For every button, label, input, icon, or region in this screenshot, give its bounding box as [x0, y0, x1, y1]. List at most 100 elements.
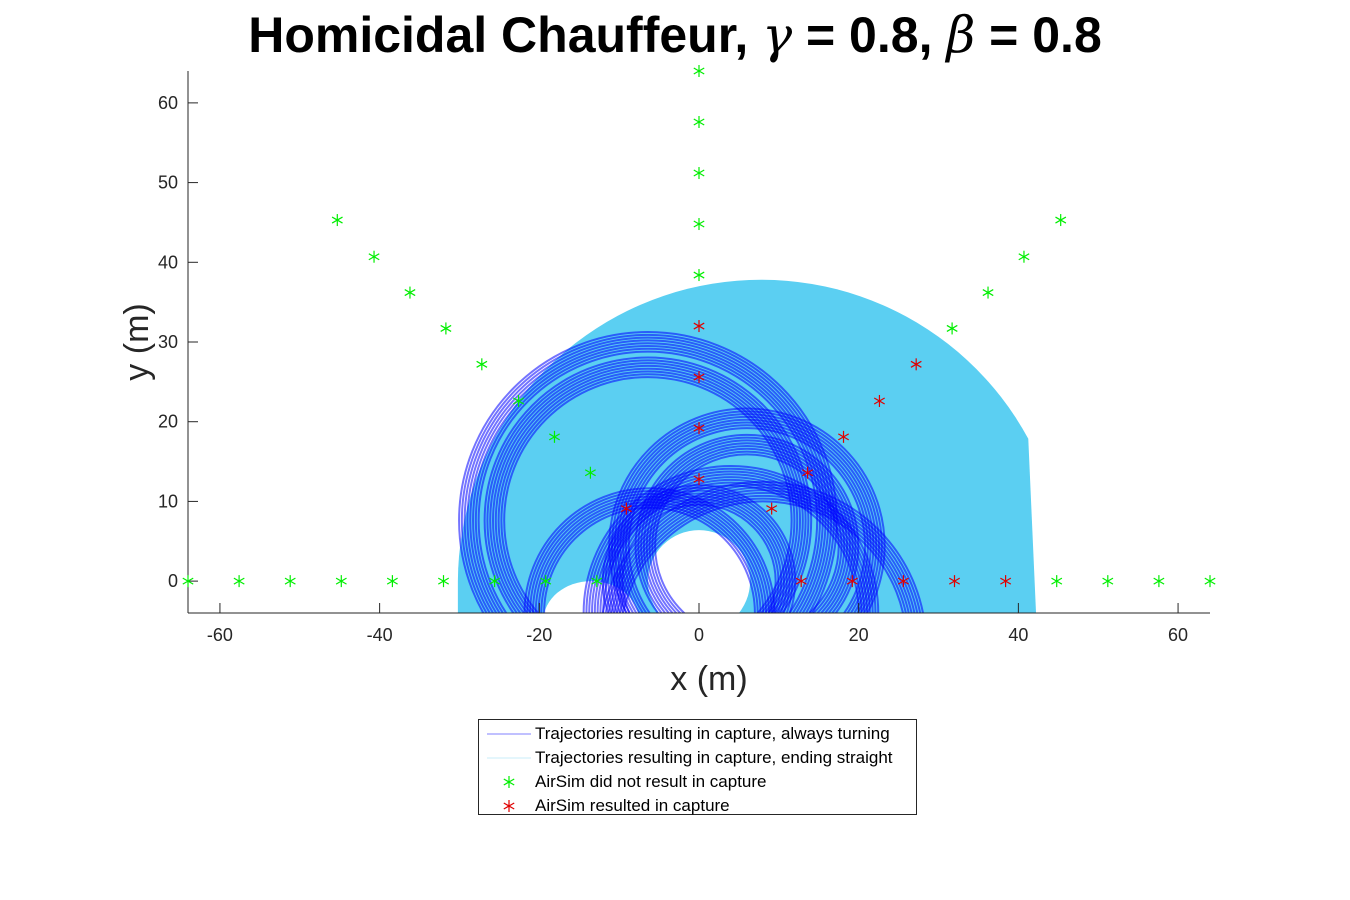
no-capture-point [693, 218, 705, 231]
always-turning-trajectory [486, 359, 810, 613]
y-tick-label: 20 [158, 412, 178, 432]
no-capture-point [548, 430, 561, 443]
legend-line-always-turning [487, 733, 531, 735]
legend-label: Trajectories resulting in capture, endin… [535, 748, 893, 767]
no-capture-point [284, 575, 296, 588]
capture-point [802, 466, 814, 479]
no-capture-point [440, 322, 452, 335]
y-tick-label: 10 [158, 491, 178, 511]
always-turning-trajectory [458, 331, 838, 613]
y-axis-label: y (m) [118, 303, 156, 380]
always-turning-trajectory [588, 470, 874, 613]
always-turning-trajectory [585, 467, 877, 613]
always-turning-trajectory [593, 476, 869, 613]
capture-point [693, 473, 705, 486]
always-turning-trajectory [610, 492, 788, 613]
airsim-points [182, 65, 1216, 588]
no-capture-point [368, 250, 380, 263]
always-turning-trajectory [621, 500, 905, 613]
capture-point [897, 575, 909, 588]
no-capture-point [331, 214, 343, 227]
always-turning-trajectory [610, 489, 916, 613]
always-turning-trajectory [607, 489, 791, 613]
always-turning-trajectory [616, 494, 910, 613]
always-turning-trajectory [596, 478, 866, 613]
x-tick-label: -40 [367, 625, 393, 645]
always-turning-trajectory [613, 492, 913, 613]
x-tick-label: 0 [694, 625, 704, 645]
no-capture-point [386, 575, 398, 588]
x-tick-label: 40 [1008, 625, 1028, 645]
y-tick-label: 60 [158, 93, 178, 113]
y-tick-label: 30 [158, 332, 178, 352]
capture-point [948, 575, 961, 588]
trajectory-regions [457, 279, 1037, 613]
legend-label: Trajectories resulting in capture, alway… [535, 724, 890, 743]
always-turning-trajectory [483, 356, 813, 613]
no-capture-point [437, 575, 450, 588]
no-capture-point [1018, 250, 1030, 263]
no-capture-point [693, 116, 705, 129]
beta-symbol: β [946, 6, 976, 64]
legend-star-red-icon [503, 800, 515, 812]
always-turning-trajectory [618, 497, 907, 613]
x-tick-label: 20 [849, 625, 869, 645]
always-turning-trajectory [489, 362, 807, 613]
legend-line-ending-straight [487, 757, 531, 759]
legend-item-capture: AirSim resulted in capture [479, 794, 916, 818]
title-gamma-value: = 0.8, [792, 7, 947, 63]
always-turning-trajectory [494, 367, 801, 613]
always-turning-trajectory [537, 501, 762, 613]
capture-point [620, 502, 632, 515]
no-capture-point [335, 575, 347, 588]
no-capture-point [182, 575, 194, 588]
always-turning-trajectory [648, 447, 846, 613]
axes: -60 -40 -20 0 20 40 60 0 10 20 30 40 50 60 [158, 71, 1210, 645]
legend-star-red [503, 800, 515, 812]
legend-label: AirSim did not result in capture [535, 772, 767, 791]
no-capture-point [1055, 214, 1067, 227]
always-turning-trajectory [466, 339, 830, 613]
no-capture-point [233, 575, 245, 588]
legend-item-ending-straight: Trajectories resulting in capture, endin… [479, 746, 916, 770]
always-turning-trajectory [492, 364, 804, 613]
always-turning-trajectory [500, 373, 796, 613]
capture-point [693, 371, 705, 384]
always-turning-trajectory [612, 495, 786, 613]
no-capture-point [489, 575, 501, 588]
capture-point [846, 575, 858, 588]
always-turning-trajectory [503, 376, 793, 613]
always-turning-trajectory [497, 370, 799, 613]
always-turning-trajectory [604, 486, 794, 613]
no-capture-point [540, 575, 552, 588]
no-capture-point [693, 269, 705, 282]
title-prefix: Homicidal Chauffeur, [248, 7, 763, 63]
capture-point [693, 422, 705, 435]
legend-label: AirSim resulted in capture [535, 796, 730, 815]
no-capture-point [1102, 575, 1114, 588]
capture-point [1000, 575, 1012, 588]
capture-point [837, 430, 850, 443]
capture-point [910, 358, 922, 371]
no-capture-point [476, 358, 488, 371]
always-turning-trajectory [591, 473, 871, 613]
always-turning-trajectory [599, 481, 863, 613]
no-capture-point [1153, 575, 1165, 588]
x-axis-label: x (m) [670, 660, 747, 698]
capture-point [795, 575, 807, 588]
capture-point [873, 394, 885, 407]
legend-star-green [503, 776, 515, 788]
y-tick-label: 50 [158, 173, 178, 193]
chart-title: Homicidal Chauffeur, γ = 0.8, β = 0.8 [0, 6, 1350, 64]
y-tick-label: 0 [168, 571, 178, 591]
legend-item-no-capture: AirSim did not result in capture [479, 770, 916, 794]
capture-point [766, 502, 778, 515]
no-capture-point [693, 167, 705, 180]
always-turning-trajectory [477, 350, 819, 613]
capture-point [693, 320, 705, 333]
no-capture-point [591, 575, 603, 588]
title-beta-value: = 0.8 [975, 7, 1102, 63]
no-capture-point [693, 65, 705, 77]
y-tick-label: 40 [158, 252, 178, 272]
